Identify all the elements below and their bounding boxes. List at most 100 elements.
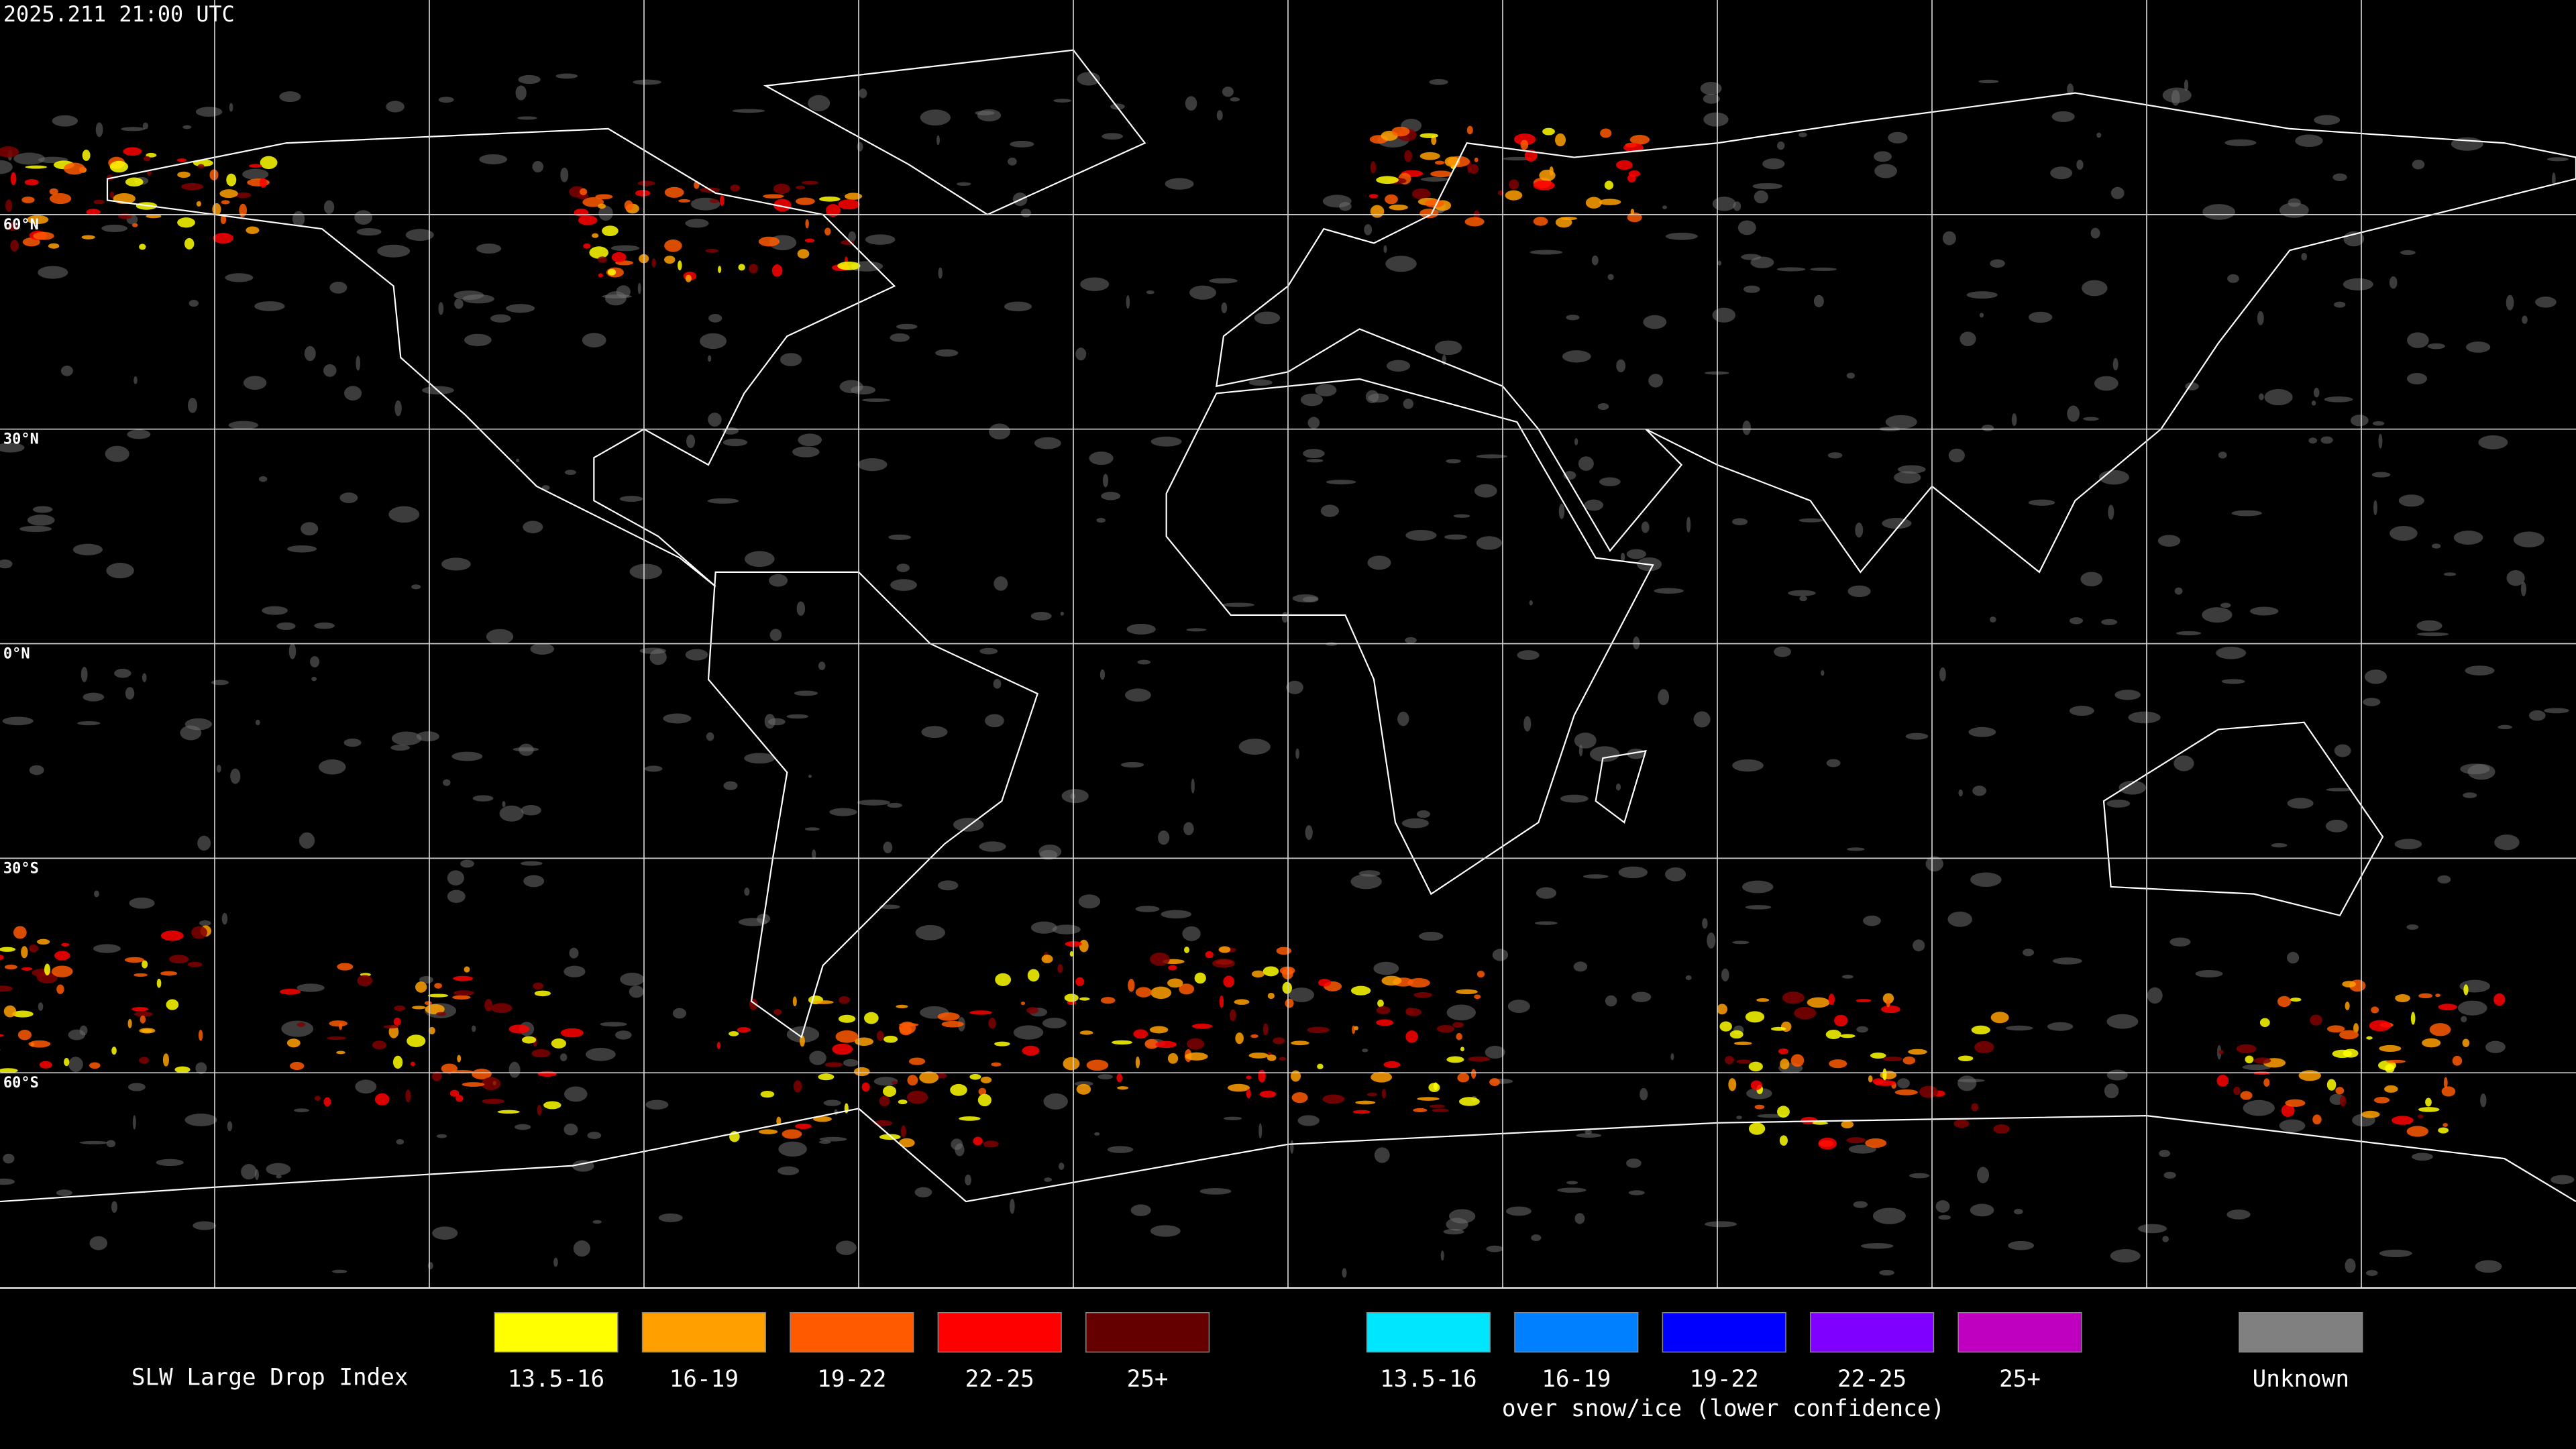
cloud xyxy=(0,160,13,174)
cloud-slw xyxy=(449,1089,460,1097)
cloud-slw xyxy=(1971,1103,1979,1112)
cloud xyxy=(888,534,911,540)
cloud-slw xyxy=(125,177,144,187)
cloud xyxy=(129,898,155,909)
cloud-slw xyxy=(906,1090,928,1104)
cloud-slw xyxy=(959,1116,981,1121)
cloud xyxy=(390,745,411,751)
legend: 13.5-16 16-19 19-22 22-25 25+ 13.5-16 16-19 19-… xyxy=(494,1312,2363,1393)
cloud-slw xyxy=(1841,1120,1854,1129)
cloud xyxy=(195,107,223,117)
legend-swatch xyxy=(1366,1312,1491,1353)
cloud xyxy=(1628,1190,1645,1195)
cloud xyxy=(1300,393,1324,407)
cloud-slw xyxy=(3,1005,17,1018)
cloud xyxy=(156,1159,184,1167)
cloud xyxy=(1978,79,1999,84)
cloud xyxy=(2106,1014,2139,1029)
legend-label: 25+ xyxy=(1127,1366,1169,1393)
cloud xyxy=(2378,433,2383,449)
cloud-slw xyxy=(2418,993,2433,999)
cloud xyxy=(142,673,147,682)
cloud xyxy=(1658,689,1670,706)
cloud xyxy=(2520,582,2526,596)
cloud-slw xyxy=(1064,994,1079,1002)
cloud xyxy=(1583,874,1609,879)
cloud-slw xyxy=(0,985,13,992)
cloud xyxy=(2259,393,2264,400)
legend-swatch xyxy=(494,1312,619,1353)
cloud-slw xyxy=(226,173,237,186)
cloud xyxy=(1799,518,1823,523)
cloud xyxy=(2174,587,2183,595)
cloud xyxy=(523,521,543,533)
legend-label: 13.5-16 xyxy=(508,1366,604,1393)
cloud xyxy=(2320,436,2333,444)
cloud xyxy=(2051,111,2075,122)
cloud-slw xyxy=(1828,994,1835,1006)
cloud-slw xyxy=(664,239,682,252)
cloud xyxy=(1221,302,1228,314)
cloud-slw xyxy=(1075,977,1085,986)
cloud xyxy=(1643,315,1667,329)
cloud xyxy=(1662,205,1667,209)
cloud xyxy=(663,713,692,724)
cloud xyxy=(857,458,888,472)
cloud xyxy=(2050,166,2073,180)
cloud xyxy=(1008,157,1017,166)
cloud xyxy=(499,805,524,822)
cloud-slw xyxy=(392,1055,403,1069)
cloud xyxy=(2028,499,2055,506)
cloud xyxy=(1597,402,1609,411)
cloud xyxy=(323,200,335,215)
cloud xyxy=(1972,786,1987,796)
cloud xyxy=(476,244,502,254)
cloud-slw xyxy=(1846,1137,1866,1144)
cloud xyxy=(94,890,99,898)
cloud xyxy=(1847,847,1865,851)
cloud xyxy=(1874,164,1898,178)
cloud xyxy=(1165,178,1194,190)
cloud-slw xyxy=(611,252,627,263)
cloud xyxy=(2104,1083,2119,1099)
cloud xyxy=(993,679,1002,689)
cloud xyxy=(105,445,129,462)
cloud xyxy=(464,333,492,347)
cloud xyxy=(2069,706,2094,716)
cloud-slw xyxy=(39,1061,52,1069)
cloud xyxy=(1970,1203,1994,1217)
cloud xyxy=(195,1062,207,1075)
cloud-slw xyxy=(2386,1059,2406,1063)
cloud xyxy=(610,245,640,252)
cloud xyxy=(93,944,121,953)
cloud-slw xyxy=(1273,1037,1285,1044)
cloud-slw xyxy=(845,193,863,200)
cloud xyxy=(629,985,644,998)
latitude-label: 30°S xyxy=(3,860,39,877)
cloud xyxy=(266,1163,291,1175)
cloud xyxy=(241,1164,257,1180)
cloud xyxy=(1607,274,1614,280)
cloud-slw xyxy=(1477,970,1485,978)
cloud-slw xyxy=(1194,972,1206,984)
legend-swatch xyxy=(790,1312,914,1353)
cloud xyxy=(1743,285,1760,293)
cloud-slw xyxy=(624,200,633,211)
legend-label: 16-19 xyxy=(669,1366,739,1393)
cloud-slw xyxy=(1155,1040,1177,1049)
cloud xyxy=(32,506,53,513)
cloud-slw xyxy=(1135,1056,1140,1069)
cloud-slw xyxy=(196,201,202,207)
cloud-slw xyxy=(838,199,860,210)
cloud xyxy=(1732,759,1764,772)
cloud-slw xyxy=(1457,1073,1470,1083)
cloud-slw xyxy=(2429,1023,2451,1036)
cloud-slw xyxy=(1411,188,1431,199)
cloud xyxy=(1631,991,1652,1002)
cloud xyxy=(989,423,1011,440)
cloud xyxy=(2257,311,2264,325)
cloud xyxy=(2412,1152,2433,1161)
cloud xyxy=(2094,376,2118,391)
cloud-slw xyxy=(1489,1078,1500,1086)
cloud-slw xyxy=(1318,979,1332,987)
